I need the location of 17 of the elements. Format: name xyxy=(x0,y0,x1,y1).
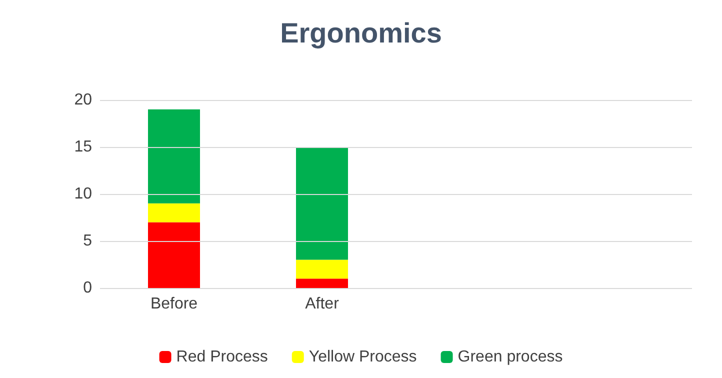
x-tick-label: Before xyxy=(150,296,198,312)
x-tick-label: After xyxy=(305,296,340,312)
y-tick-label: 20 xyxy=(74,92,92,108)
legend-label: Yellow Process xyxy=(308,348,417,366)
bar xyxy=(148,203,200,222)
y-tick-label: 15 xyxy=(74,138,92,156)
legend-label: Red Process xyxy=(176,348,268,366)
legend-label: Green process xyxy=(458,348,563,366)
bar xyxy=(296,147,348,260)
y-tick-label: 0 xyxy=(83,280,92,296)
y-tick-label: 10 xyxy=(74,186,92,202)
bar xyxy=(148,222,200,288)
bar xyxy=(148,109,200,204)
chart-title: Ergonomics xyxy=(280,18,442,48)
bar xyxy=(296,260,348,279)
y-tick-label: 5 xyxy=(83,232,92,250)
bar xyxy=(296,278,348,288)
